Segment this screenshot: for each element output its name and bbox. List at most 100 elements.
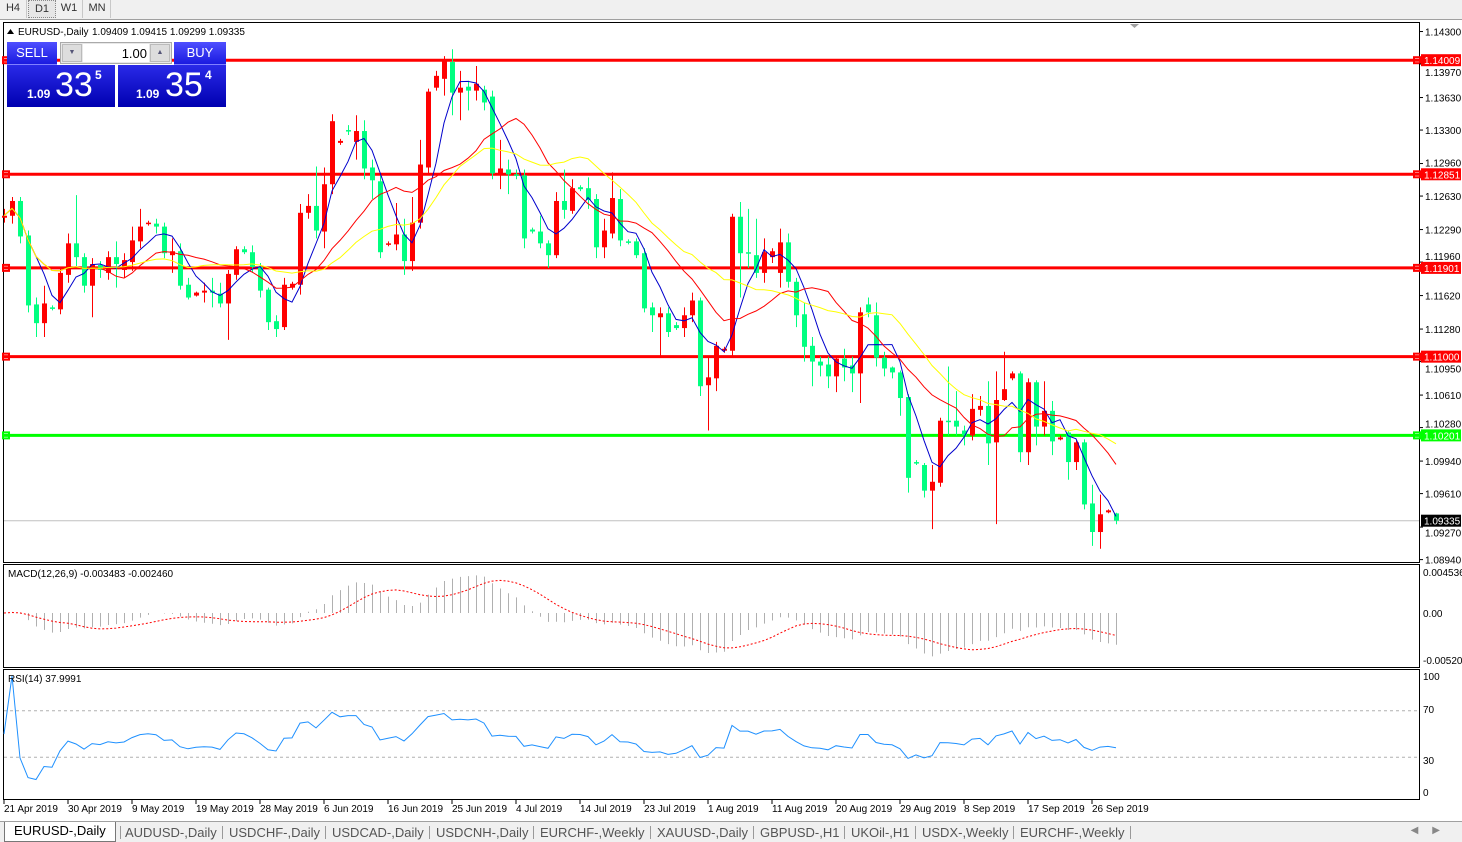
buy-button[interactable]: BUY	[174, 42, 226, 65]
candle[interactable]	[634, 238, 639, 259]
level-handle[interactable]	[1413, 170, 1421, 179]
timeframe-d1[interactable]: D1	[28, 0, 56, 18]
chart-tab[interactable]: USDX-,Weekly	[922, 825, 1009, 840]
candle[interactable]	[562, 169, 567, 219]
candle[interactable]	[978, 396, 983, 416]
candle[interactable]	[58, 267, 63, 315]
candle[interactable]	[778, 228, 783, 288]
candle[interactable]	[426, 88, 431, 175]
candle[interactable]	[330, 114, 335, 195]
candle[interactable]	[66, 233, 71, 283]
candle[interactable]	[370, 159, 375, 200]
chart-tab[interactable]: UKOil-,H1	[851, 825, 910, 840]
candle[interactable]	[882, 351, 887, 377]
candle[interactable]	[690, 292, 695, 323]
candle[interactable]	[1002, 351, 1007, 401]
candle[interactable]	[322, 167, 327, 249]
candle[interactable]	[930, 465, 935, 530]
candle[interactable]	[746, 208, 751, 268]
candle[interactable]	[1066, 430, 1071, 480]
candle[interactable]	[266, 287, 271, 331]
candle[interactable]	[274, 315, 279, 337]
candle[interactable]	[842, 348, 847, 382]
rsi-panel[interactable]	[3, 669, 1420, 800]
lot-decrease-icon[interactable]: ▼	[62, 44, 82, 62]
candle[interactable]	[1058, 435, 1063, 441]
candle[interactable]	[42, 285, 47, 337]
candle[interactable]	[530, 227, 535, 234]
candle[interactable]	[906, 394, 911, 493]
level-handle[interactable]	[2, 431, 10, 440]
chart-tab[interactable]: XAUUSD-,Daily	[657, 825, 749, 840]
candle[interactable]	[442, 56, 447, 96]
candle[interactable]	[450, 49, 455, 116]
lot-increase-icon[interactable]: ▲	[150, 44, 170, 62]
candle[interactable]	[234, 246, 239, 280]
macd-panel[interactable]	[3, 564, 1420, 668]
candle[interactable]	[938, 417, 943, 487]
candle[interactable]	[770, 248, 775, 264]
candle[interactable]	[498, 139, 503, 190]
candle[interactable]	[922, 463, 927, 498]
level-handle[interactable]	[2, 352, 10, 361]
candle[interactable]	[34, 297, 39, 337]
candle[interactable]	[698, 297, 703, 397]
candle[interactable]	[242, 246, 247, 255]
candle[interactable]	[570, 179, 575, 214]
level-handle[interactable]	[1413, 431, 1421, 440]
candle[interactable]	[602, 218, 607, 259]
candle[interactable]	[50, 305, 55, 311]
candle[interactable]	[1090, 484, 1095, 546]
candle[interactable]	[170, 238, 175, 273]
chart-tab[interactable]: AUDUSD-,Daily	[125, 825, 217, 840]
candle[interactable]	[658, 307, 663, 357]
candle[interactable]	[418, 139, 423, 229]
candle[interactable]	[578, 185, 583, 192]
chart-tab[interactable]: USDCNH-,Daily	[436, 825, 529, 840]
chart-tab[interactable]: EURUSD-,Daily	[4, 822, 116, 842]
candle[interactable]	[250, 245, 255, 273]
candle[interactable]	[186, 277, 191, 300]
lot-size-input[interactable]	[83, 44, 149, 62]
candle[interactable]	[666, 307, 671, 337]
candle[interactable]	[74, 195, 79, 267]
candle[interactable]	[714, 341, 719, 392]
candle[interactable]	[1098, 494, 1103, 549]
candle[interactable]	[402, 218, 407, 275]
sell-button[interactable]: SELL	[7, 42, 57, 65]
candle[interactable]	[650, 302, 655, 333]
chart-shift-marker-icon[interactable]	[1130, 24, 1139, 28]
candle[interactable]	[594, 194, 599, 259]
candle[interactable]	[1114, 512, 1119, 525]
candle[interactable]	[850, 356, 855, 393]
candle[interactable]	[290, 281, 295, 290]
candle[interactable]	[306, 194, 311, 219]
candle[interactable]	[162, 222, 167, 259]
candle[interactable]	[106, 251, 111, 280]
level-handle[interactable]	[1413, 263, 1421, 272]
timeframe-mn[interactable]: MN	[84, 0, 111, 18]
candle[interactable]	[1074, 440, 1079, 470]
candle[interactable]	[1042, 381, 1047, 436]
candle[interactable]	[642, 248, 647, 313]
candle[interactable]	[386, 241, 391, 247]
candle[interactable]	[890, 366, 895, 379]
candle[interactable]	[818, 356, 823, 377]
candle[interactable]	[466, 80, 471, 111]
candle[interactable]	[178, 243, 183, 290]
candle[interactable]	[730, 213, 735, 357]
candle[interactable]	[258, 263, 263, 298]
level-handle[interactable]	[1413, 352, 1421, 361]
candle[interactable]	[514, 169, 519, 180]
collapse-triangle-icon[interactable]	[7, 29, 14, 34]
candle[interactable]	[482, 85, 487, 111]
level-handle[interactable]	[2, 263, 10, 272]
candle[interactable]	[282, 277, 287, 331]
candle[interactable]	[1010, 371, 1015, 381]
sell-price-button[interactable]: 1.09 33 5	[7, 65, 115, 107]
level-handle[interactable]	[1413, 56, 1421, 65]
chart-tab[interactable]: USDCAD-,Daily	[332, 825, 424, 840]
candle[interactable]	[434, 70, 439, 91]
candle[interactable]	[194, 291, 199, 297]
